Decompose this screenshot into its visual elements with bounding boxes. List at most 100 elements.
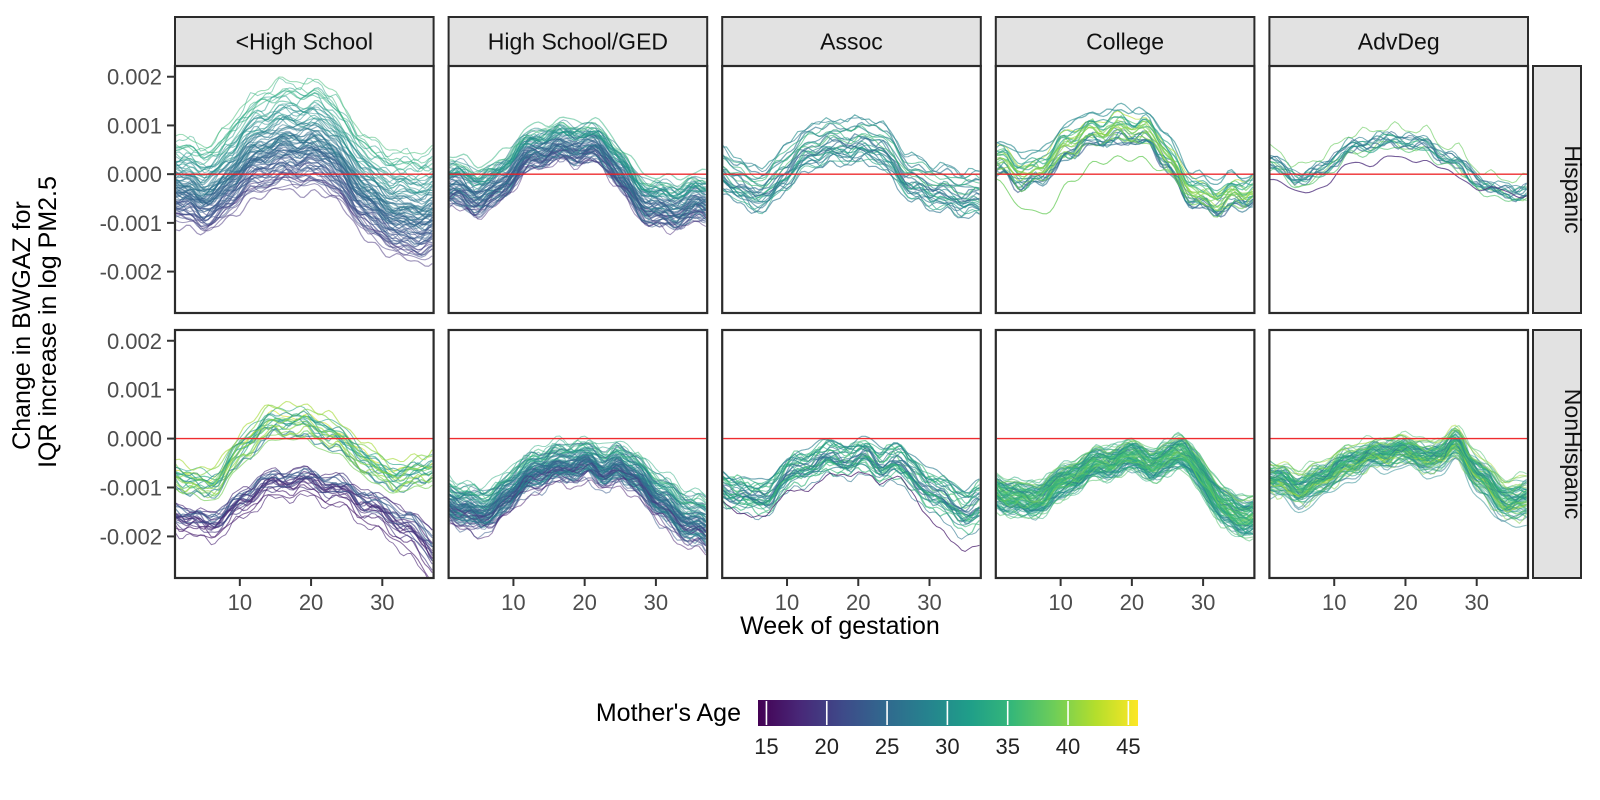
age-curve <box>176 146 433 229</box>
age-curve <box>996 155 1254 215</box>
age-curve <box>996 445 1254 512</box>
age-curve <box>176 418 433 489</box>
panel-border <box>1268 64 1530 315</box>
age-curve <box>996 439 1254 512</box>
legend-tick-label: 35 <box>995 734 1019 759</box>
age-curve <box>1270 155 1527 199</box>
age-curve <box>449 438 707 498</box>
legend-tick-label: 25 <box>875 734 899 759</box>
age-curve <box>449 441 707 503</box>
age-curve <box>449 145 707 219</box>
age-curve <box>1270 146 1527 202</box>
panel-NonHispanic-College <box>994 328 1256 580</box>
age-curve <box>996 466 1254 542</box>
spaghetti-lines <box>723 435 980 553</box>
panel-border <box>721 328 982 580</box>
age-curve <box>996 459 1254 531</box>
age-curve <box>1270 427 1527 489</box>
legend-title: Mother's Age <box>596 699 741 727</box>
facet-strip-label: NonHispanic <box>1560 389 1586 519</box>
age-curve <box>996 459 1254 532</box>
panel-border <box>447 328 709 580</box>
x-tick-label: 20 <box>846 590 870 615</box>
y-tick-label: 0.001 <box>107 378 162 403</box>
age-curve <box>1270 456 1527 528</box>
age-curve <box>996 464 1254 534</box>
spaghetti-lines <box>449 116 707 236</box>
legend-tick-label: 40 <box>1056 734 1080 759</box>
age-curve <box>723 446 980 513</box>
age-curve <box>1270 441 1527 503</box>
spaghetti-lines <box>449 435 707 556</box>
age-curve <box>449 462 707 532</box>
age-curve <box>176 106 433 190</box>
age-curve <box>723 125 980 187</box>
x-tick-label: 30 <box>1464 590 1488 615</box>
y-axis-title-line2: IQR increase in log PM2.5 <box>34 176 62 468</box>
age-curve <box>723 158 980 220</box>
facet-strips: <High School High School/GED Assoc College A… <box>174 16 1586 579</box>
age-curve <box>176 154 433 238</box>
age-curve <box>723 441 980 498</box>
y-tick-label: -0.001 <box>100 211 162 236</box>
age-curve <box>176 485 433 571</box>
spaghetti-lines <box>176 76 433 267</box>
age-curve <box>723 435 980 492</box>
age-curve <box>176 90 433 172</box>
age-curve <box>449 468 707 538</box>
panel-border <box>447 64 709 315</box>
age-curve <box>1270 449 1527 520</box>
age-curve <box>723 147 980 211</box>
x-tick-label: 30 <box>370 590 394 615</box>
age-curve <box>449 447 707 511</box>
x-tick-label: 20 <box>1393 590 1417 615</box>
age-curve <box>449 136 706 208</box>
x-tick-label: 30 <box>1191 590 1215 615</box>
age-curve <box>176 76 433 155</box>
y-tick-label: 0.002 <box>107 329 162 354</box>
age-curve <box>449 134 707 201</box>
age-curve <box>449 476 707 554</box>
age-curve <box>996 102 1254 183</box>
age-curve <box>723 471 980 540</box>
x-tick-label: 10 <box>775 590 799 615</box>
x-tick-label: 10 <box>1048 590 1072 615</box>
panel-Hispanic-College <box>994 64 1256 315</box>
age-curve <box>176 484 433 574</box>
age-curve <box>723 439 980 495</box>
age-curve <box>176 481 433 565</box>
age-curve <box>996 442 1254 515</box>
age-curve <box>176 151 433 231</box>
legend: Mother's Age 15 20 25 30 35 40 45 <box>596 699 1141 759</box>
age-curve <box>176 87 433 165</box>
spaghetti-lines <box>1270 120 1528 203</box>
age-curve <box>996 113 1254 201</box>
age-curve <box>723 129 980 191</box>
age-curve <box>996 136 1254 213</box>
x-tick-label: 30 <box>644 590 668 615</box>
age-curve <box>723 461 980 528</box>
facet-strip-label: <High School <box>236 29 373 55</box>
panel-Hispanic-Assoc <box>721 64 982 315</box>
age-curve <box>176 405 433 478</box>
age-curve <box>723 471 980 553</box>
age-curve <box>996 431 1254 499</box>
panel-Hispanic-High School/GED <box>447 64 709 315</box>
facet-strip-label: Hispanic <box>1560 145 1586 233</box>
age-curve <box>176 400 433 471</box>
facet-strip-row-1 <box>1532 329 1582 579</box>
age-curve <box>449 442 706 507</box>
axes: 0.002 0.001 0.000 -0.001 -0.002 0.002 0.001 0.0… <box>100 65 1489 615</box>
facet-strip-col-3 <box>994 16 1256 67</box>
panel-Hispanic-<High School <box>173 64 435 315</box>
age-curve <box>176 436 433 502</box>
y-axis-title-line1: Change in BWGAZ for <box>8 201 36 450</box>
panel-border <box>173 64 435 315</box>
panel-NonHispanic-Assoc <box>721 328 982 580</box>
panel-Hispanic-AdvDeg <box>1268 64 1530 315</box>
y-tick-label: 0.000 <box>107 162 162 187</box>
age-curve <box>1270 130 1527 194</box>
age-curve <box>723 133 980 200</box>
y-tick-label: 0.002 <box>107 65 162 90</box>
